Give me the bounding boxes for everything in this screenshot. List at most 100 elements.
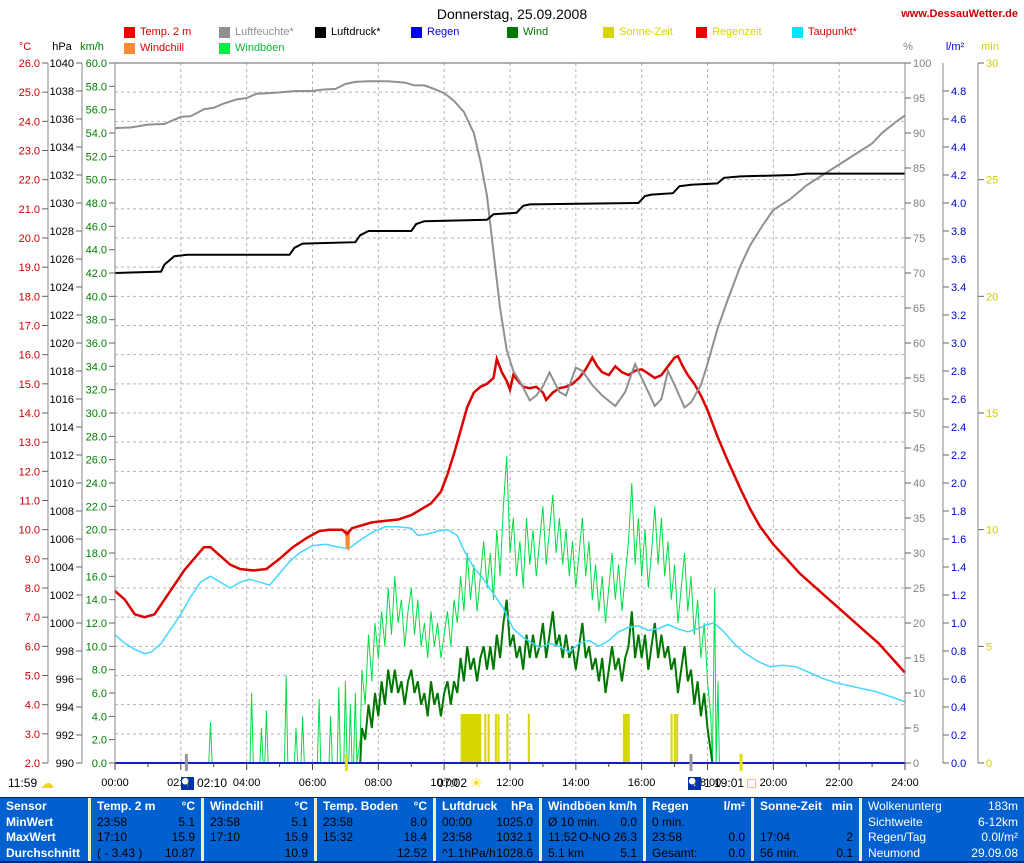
axis-tick-label: 1032: [50, 170, 74, 182]
table-row: Luftdruck hPa: [436, 798, 539, 814]
legend-swatch-icon: [696, 26, 707, 38]
axis-tick-label: 54.0: [86, 128, 107, 140]
table-cell: 1028.6: [496, 846, 533, 861]
legend-swatch-icon: [219, 26, 230, 38]
axis-tick-label: 4.6: [951, 114, 966, 126]
axis-tick-label: 80: [913, 198, 925, 210]
site-link[interactable]: www.DessauWetter.de: [901, 8, 1018, 20]
table-cell: ^1.1hPa/h: [442, 846, 496, 861]
table-row: 10.9: [204, 845, 314, 861]
axis-tick-label: 10.0: [19, 525, 40, 537]
axis-tick-label: 95: [913, 93, 925, 105]
x-axis-label: 08:00: [365, 777, 393, 789]
axis-tick-label: 3.6: [951, 254, 966, 266]
astro-marker-time: 07:02: [437, 776, 468, 790]
axis-tick-label: 1010: [50, 478, 74, 490]
axis-tick-label: 990: [56, 758, 74, 770]
table-row: Sonne-Zeit min: [754, 798, 859, 814]
axis-tick-label: 28.0: [86, 431, 107, 443]
axis-tick-label: 4.0: [25, 700, 40, 712]
table-cell: 6-12km: [977, 814, 1018, 829]
axis-tick-label: 8.0: [92, 665, 107, 677]
axis-tick-label: 4.4: [951, 142, 966, 154]
axis-tick-label: 32.0: [86, 385, 107, 397]
axis-tick-label: 20: [913, 618, 925, 630]
axis-tick-label: 1026: [50, 254, 74, 266]
axis-tick-label: 3.0: [951, 338, 966, 350]
axis-tick-label: 1016: [50, 394, 74, 406]
table-cell: l/m²: [723, 798, 745, 813]
page-title: Donnerstag, 25.09.2008: [436, 6, 588, 22]
sun-time-bar: [670, 714, 673, 763]
axis-tick-label: 45: [913, 443, 925, 455]
axis-tick-label: 20: [986, 291, 998, 303]
axis-tick-label: 17.0: [19, 321, 40, 333]
table-row: ^1.1hPa/h 1028.6: [436, 845, 539, 861]
table-cell: 0.0: [728, 846, 745, 861]
axis-tick-label: 1034: [50, 142, 74, 154]
axis-tick-label: 24.0: [86, 478, 107, 490]
table-col-info: Wolkenunterg 183m Sichtweite 6-12km Regen/Ta…: [859, 798, 1024, 861]
axis-unit-pct: %: [903, 41, 913, 53]
axis-tick-label: 85: [913, 163, 925, 175]
table-row: 23:58 5.1: [204, 814, 314, 830]
axis-tick-label: 0.0: [92, 758, 107, 770]
table-cell: Regen/Tag: [868, 830, 927, 845]
table-cell: 23:58: [442, 830, 473, 845]
axis-tick-label: 1024: [50, 282, 74, 294]
table-row: Temp. Boden °C: [317, 798, 433, 814]
table-row: 5.1 km 5.1: [542, 845, 643, 861]
table-row: [754, 814, 859, 830]
axis-tick-label: 1008: [50, 506, 74, 518]
table-cell: 15.9: [171, 830, 195, 845]
table-cell: 17:04: [760, 830, 791, 845]
axis-tick-label: 9.0: [25, 554, 40, 566]
axis-unit-hpa: hPa: [52, 41, 72, 53]
astro-marker-day-length: 11:59 ☁: [8, 776, 54, 791]
table-cell: Durchschnitt: [6, 846, 81, 861]
axis-tick-label: 2.2: [951, 450, 966, 462]
astro-tick: [184, 754, 188, 771]
table-cell: 5.1: [620, 846, 637, 861]
legend-label: Windchill: [140, 42, 185, 54]
astro-tick: [739, 754, 743, 771]
sun-time-bar: [487, 714, 490, 763]
axis-tick-label: 7.0: [25, 612, 40, 624]
axis-unit-min: min: [981, 41, 999, 53]
axis-tick-label: 50: [913, 408, 925, 420]
legend-item-regenzeit: Regenzeit: [696, 26, 762, 38]
table-cell: 5.1: [178, 814, 195, 829]
table-row: Durchschnitt: [0, 845, 88, 861]
axis-tick-label: 4.8: [951, 86, 966, 98]
table-col-temp-2-m: Temp. 2 m °C 23:58 5.1 17:10 15.9 ( - 3.43 ) 10…: [88, 798, 201, 861]
table-cell: 8.0: [410, 814, 427, 829]
table-cell: Windböen: [548, 798, 606, 813]
axis-tick-label: 0.6: [951, 674, 966, 686]
axis-tick-label: 0.0: [951, 758, 966, 770]
x-axis-label: 00:00: [101, 777, 129, 789]
axis-tick-label: 1.8: [951, 506, 966, 518]
axis-tick-label: 2.8: [951, 366, 966, 378]
axis-tick-label: 55: [913, 373, 925, 385]
axis-tick-label: 1030: [50, 198, 74, 210]
table-row: 23:58 5.1: [91, 814, 201, 830]
axis-tick-label: 0.4: [951, 702, 966, 714]
axis-tick-label: 21.0: [19, 204, 40, 216]
axis-tick-label: 13.0: [19, 437, 40, 449]
legend-label: Taupunkt*: [808, 26, 857, 38]
axis-tick-label: 0.2: [951, 730, 966, 742]
table-cell: Sonne-Zeit: [760, 798, 822, 813]
sun-time-bar: [673, 714, 676, 763]
table-cell: hPa: [510, 798, 533, 813]
x-axis-label: 24:00: [891, 777, 919, 789]
axis-tick-label: 994: [56, 702, 74, 714]
table-row: Gesamt: 0.0: [646, 845, 751, 861]
table-cell: Ø 10 min.: [548, 814, 601, 829]
x-axis-label: 04:00: [233, 777, 261, 789]
axis-tick-label: 25: [986, 175, 998, 187]
axis-tick-label: 4.0: [951, 198, 966, 210]
axis-tick-label: 70: [913, 268, 925, 280]
table-cell: min: [831, 798, 853, 813]
astro-marker-row: 11:59 ☁ ↑ 02:10 07:02 ☀ ↓ 1 19:01: [0, 776, 1024, 794]
axis-tick-label: 6.0: [92, 688, 107, 700]
